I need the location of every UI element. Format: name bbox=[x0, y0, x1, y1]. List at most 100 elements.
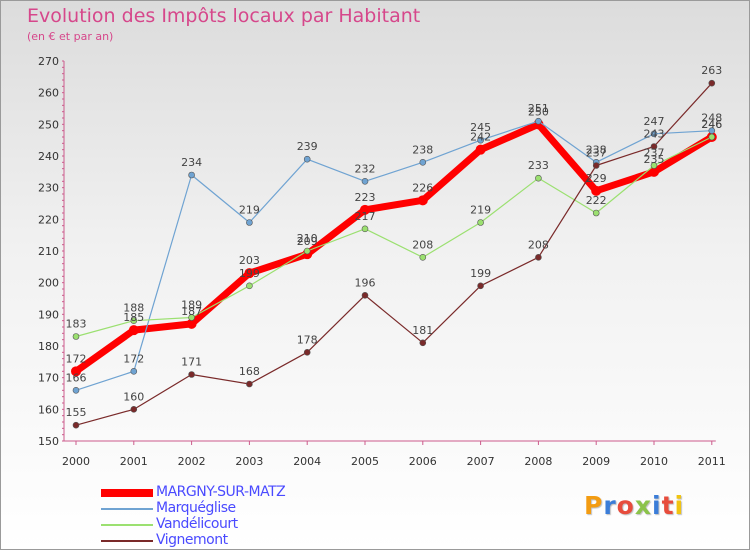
data-label: 226 bbox=[412, 181, 433, 194]
data-label: 238 bbox=[412, 143, 433, 156]
data-point bbox=[303, 155, 311, 163]
data-point bbox=[708, 127, 716, 134]
data-label: 248 bbox=[701, 112, 722, 125]
data-label: 219 bbox=[239, 204, 260, 217]
data-label: 208 bbox=[528, 238, 549, 251]
chart-title: Evolution des Impôts locaux par Habitant bbox=[27, 5, 421, 27]
y-tick-label: 180 bbox=[38, 340, 59, 353]
data-label: 238 bbox=[586, 143, 607, 156]
data-point bbox=[650, 130, 658, 138]
legend-label: MARGNY-SUR-MATZ bbox=[156, 484, 286, 500]
data-label: 246 bbox=[701, 118, 722, 131]
data-point bbox=[360, 204, 370, 215]
data-point bbox=[361, 178, 369, 185]
data-point bbox=[477, 136, 484, 144]
data-label: 237 bbox=[586, 147, 607, 160]
data-label: 209 bbox=[297, 235, 318, 248]
y-tick-label: 230 bbox=[38, 182, 59, 195]
y-tick-label: 270 bbox=[38, 55, 59, 68]
data-label: 263 bbox=[701, 64, 722, 77]
y-tick-label: 200 bbox=[38, 277, 59, 290]
x-tick-label: 2002 bbox=[178, 455, 206, 468]
data-label: 210 bbox=[297, 232, 318, 245]
data-point bbox=[130, 368, 138, 375]
data-point bbox=[708, 133, 716, 141]
data-point bbox=[72, 333, 80, 340]
data-label: 239 bbox=[297, 140, 318, 153]
data-point bbox=[591, 185, 602, 196]
data-label: 183 bbox=[66, 318, 87, 331]
data-label: 196 bbox=[355, 276, 376, 289]
data-label: 229 bbox=[586, 172, 607, 185]
data-point bbox=[535, 174, 542, 182]
y-tick-label: 160 bbox=[38, 403, 59, 416]
data-point bbox=[244, 268, 255, 279]
data-label: 232 bbox=[355, 162, 376, 175]
data-label: 234 bbox=[181, 156, 202, 169]
data-point bbox=[650, 143, 658, 150]
legend-label: Marquéglise bbox=[156, 500, 236, 516]
data-label: 250 bbox=[528, 105, 549, 118]
data-point bbox=[188, 371, 195, 378]
data-label: 219 bbox=[470, 204, 491, 217]
series-line-2 bbox=[75, 136, 713, 338]
data-label: 185 bbox=[123, 311, 144, 324]
series-line-1 bbox=[75, 120, 713, 391]
y-tick-label: 150 bbox=[38, 435, 59, 448]
data-label: 155 bbox=[66, 406, 87, 419]
data-point bbox=[535, 117, 542, 125]
data-point bbox=[649, 166, 659, 177]
legend-label: Vignemont bbox=[156, 532, 228, 548]
data-label: 237 bbox=[644, 147, 665, 160]
data-label: 222 bbox=[586, 194, 607, 207]
x-tick-label: 2001 bbox=[120, 455, 148, 468]
legend-swatch bbox=[101, 524, 153, 526]
legend-label: Vandélicourt bbox=[156, 516, 238, 532]
proxiti-logo: Proxiti bbox=[584, 491, 685, 520]
data-label: 246 bbox=[701, 118, 722, 131]
data-point bbox=[72, 421, 80, 429]
x-tick-label: 2007 bbox=[467, 455, 495, 468]
data-label: 223 bbox=[355, 191, 376, 204]
data-point bbox=[246, 219, 253, 226]
data-point bbox=[130, 406, 138, 413]
data-point bbox=[419, 159, 427, 166]
data-label: 166 bbox=[66, 371, 87, 384]
data-point bbox=[535, 254, 542, 261]
data-label: 203 bbox=[239, 254, 260, 267]
x-tick-label: 2006 bbox=[409, 455, 437, 468]
series-line-3 bbox=[75, 82, 713, 426]
data-point bbox=[417, 195, 428, 206]
data-point bbox=[708, 79, 716, 87]
data-point bbox=[130, 317, 138, 324]
x-tick-label: 2005 bbox=[351, 455, 379, 468]
chart-subtitle: (en € et par an) bbox=[27, 30, 114, 43]
data-point bbox=[188, 171, 195, 179]
data-label: 178 bbox=[297, 333, 318, 346]
data-label: 160 bbox=[123, 390, 144, 403]
y-tick-label: 210 bbox=[38, 245, 59, 258]
legend-swatch bbox=[101, 508, 153, 510]
x-tick-label: 2010 bbox=[640, 455, 668, 468]
data-label: 251 bbox=[528, 102, 549, 115]
data-point bbox=[361, 225, 369, 233]
data-point bbox=[419, 254, 427, 261]
legend-swatch bbox=[101, 540, 153, 542]
data-label: 181 bbox=[412, 324, 433, 337]
y-tick-label: 190 bbox=[38, 308, 59, 321]
data-point bbox=[72, 387, 80, 394]
data-point bbox=[477, 282, 484, 290]
data-point bbox=[128, 325, 139, 336]
data-point bbox=[246, 282, 253, 290]
data-point bbox=[246, 380, 253, 388]
x-tick-label: 2003 bbox=[235, 455, 263, 468]
data-label: 172 bbox=[123, 352, 144, 365]
data-label: 243 bbox=[644, 128, 665, 141]
legend-swatch bbox=[101, 489, 153, 497]
x-tick-label: 2009 bbox=[582, 455, 610, 468]
data-point bbox=[650, 162, 658, 169]
data-point bbox=[303, 247, 311, 255]
data-label: 171 bbox=[181, 356, 202, 369]
